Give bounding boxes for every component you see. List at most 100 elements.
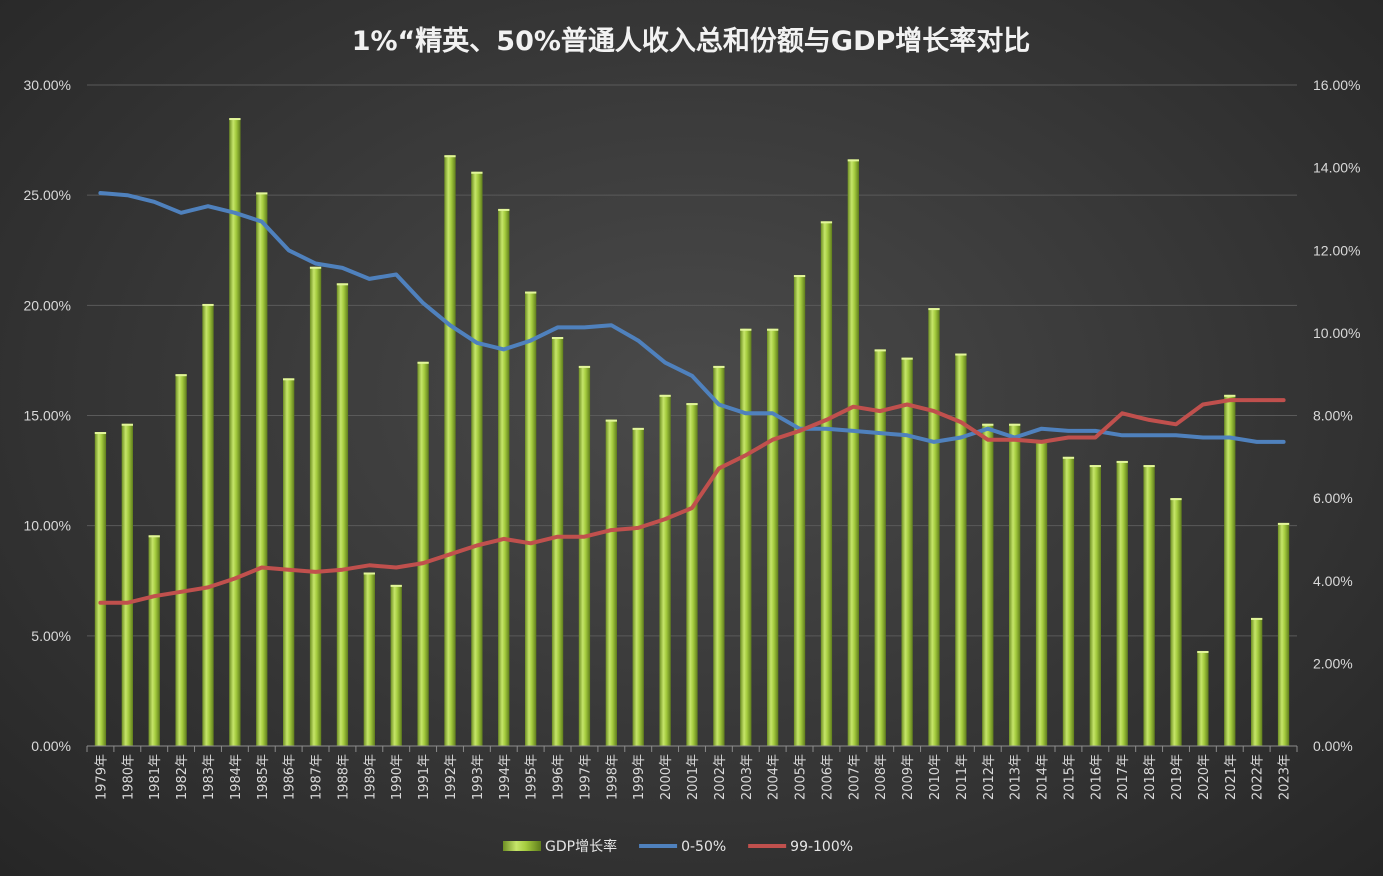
gdp-bar (121, 423, 133, 746)
gdp-bar (1197, 650, 1209, 746)
gdp-bar (417, 361, 429, 746)
gdp-bar (175, 374, 187, 746)
x-tick-label: 2021年 (1224, 754, 1239, 800)
right-tick-label: 0.00% (1313, 738, 1353, 754)
x-tick-label: 1979年 (94, 754, 109, 800)
left-tick-label: 30.00% (24, 77, 71, 93)
x-tick-label: 1988年 (336, 754, 351, 800)
gdp-bar (982, 423, 994, 746)
right-tick-label: 8.00% (1313, 408, 1353, 424)
x-tick-label: 1990年 (390, 754, 405, 800)
series-line-99-100% (98, 398, 1286, 605)
right-tick-label: 4.00% (1313, 573, 1353, 589)
x-tick-label: 2022年 (1251, 754, 1266, 800)
gdp-bar (659, 394, 671, 746)
x-tick-label: 2014年 (1036, 754, 1051, 800)
gdp-bar (578, 365, 591, 746)
gdp-bar (1170, 498, 1182, 746)
x-tick-label: 1999年 (632, 754, 647, 800)
right-tick-label: 12.00% (1313, 242, 1360, 258)
x-tick-label: 1987年 (310, 754, 325, 800)
x-tick-label: 2003年 (740, 754, 755, 800)
gdp-bar (901, 357, 913, 746)
gdp-bar (256, 192, 268, 747)
gdp-bar (686, 403, 698, 746)
x-tick-label: 2010年 (928, 754, 943, 800)
gdp-bar (1277, 522, 1290, 746)
x-tick-label: 2020年 (1197, 754, 1212, 800)
x-tick-label: 2016年 (1089, 754, 1104, 800)
x-tick-label: 2012年 (982, 754, 997, 800)
x-tick-label: 1994年 (498, 754, 513, 800)
gdp-bar (202, 303, 214, 746)
gdp-bar (148, 535, 160, 746)
x-tick-label: 2004年 (767, 754, 782, 800)
left-tick-label: 5.00% (31, 628, 71, 644)
gdp-bar (471, 171, 483, 747)
left-tick-label: 20.00% (24, 297, 71, 313)
x-tick-label: 1995年 (525, 754, 540, 800)
x-tick-label: 2013年 (1009, 754, 1024, 800)
gdp-bar (444, 155, 456, 746)
gdp-bar (740, 328, 752, 746)
gdp-bar (928, 308, 940, 746)
gdp-bar (632, 427, 644, 746)
gdp-bar (1143, 465, 1155, 746)
gdp-bar (955, 353, 967, 746)
gdp-bar (390, 584, 402, 746)
gdp-bar (551, 337, 564, 746)
legend-swatch-bar (503, 841, 541, 851)
gdp-bar (283, 378, 295, 746)
gdp-bar (767, 328, 779, 746)
gdp-bar (336, 283, 349, 746)
left-y-axis: 0.00% 5.00% 10.00% 15.00% 20.00% 25.00% 30.00% (24, 77, 71, 754)
legend-label: 99-100% (790, 839, 853, 855)
x-tick-label: 2007年 (847, 754, 862, 800)
x-tick-label: 1998年 (605, 754, 620, 800)
share-lines (98, 191, 1286, 605)
x-tick-label: 1984年 (229, 754, 244, 800)
gdp-bar (1089, 465, 1101, 746)
x-tick-label: 1983年 (202, 754, 217, 800)
left-tick-label: 25.00% (24, 187, 71, 203)
gdp-bar (1251, 617, 1263, 746)
x-tick-label: 1980年 (121, 754, 136, 800)
gdp-bar (94, 432, 107, 746)
x-tick-label: 1985年 (256, 754, 271, 800)
left-tick-label: 10.00% (24, 518, 71, 534)
gdp-bar (1062, 456, 1075, 746)
legend-label: GDP增长率 (545, 838, 617, 855)
x-tick-label: 2002年 (713, 754, 728, 800)
x-tick-label: 2008年 (874, 754, 889, 800)
x-tick-label: 2011年 (955, 754, 970, 800)
x-tick-label: 2000年 (659, 754, 674, 800)
x-tick-label: 1992年 (444, 754, 459, 800)
x-tick-label: 2018年 (1143, 754, 1158, 800)
series-line-0-50% (98, 191, 1286, 444)
right-tick-label: 14.00% (1313, 160, 1360, 176)
left-tick-label: 15.00% (24, 408, 71, 424)
gdp-bar (363, 572, 375, 746)
gdp-bar (525, 291, 537, 746)
right-y-axis: 0.00% 2.00% 4.00% 6.00% 8.00% 10.00% 12.00% 14.… (1313, 77, 1360, 754)
gdp-bar (874, 349, 886, 746)
legend-label: 0-50% (681, 839, 726, 855)
x-tick-label: 2015年 (1062, 754, 1077, 800)
x-tick-label: 1991年 (417, 754, 432, 800)
left-tick-label: 0.00% (31, 738, 71, 754)
gdp-bar (1116, 460, 1128, 746)
gdp-bar (1009, 423, 1021, 746)
x-tick-label: 1996年 (552, 754, 567, 800)
x-tick-label: 1993年 (471, 754, 486, 800)
x-tick-label: 1981年 (148, 754, 163, 800)
x-tick-label: 1997年 (578, 754, 593, 800)
gdp-bars (94, 118, 1290, 747)
gdp-bar (793, 275, 806, 746)
chart-title: 1%“精英、50%普通人收入总和份额与GDP增长率对比 (352, 25, 1031, 57)
x-tick-label: 2009年 (901, 754, 916, 800)
x-tick-label: 1982年 (175, 754, 190, 800)
legend: GDP增长率 0-50% 99-100% (503, 838, 853, 855)
x-tick-label: 2005年 (794, 754, 809, 800)
x-tick-label: 1989年 (363, 754, 378, 800)
